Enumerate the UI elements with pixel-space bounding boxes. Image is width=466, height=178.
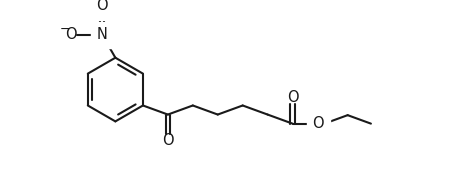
Text: O: O (65, 27, 77, 42)
Text: O: O (287, 90, 298, 106)
Text: O: O (312, 116, 324, 131)
Text: O: O (96, 0, 108, 13)
Text: O: O (162, 133, 174, 148)
Text: N: N (96, 27, 108, 42)
Text: −: − (60, 23, 70, 36)
Text: +: + (103, 23, 113, 33)
